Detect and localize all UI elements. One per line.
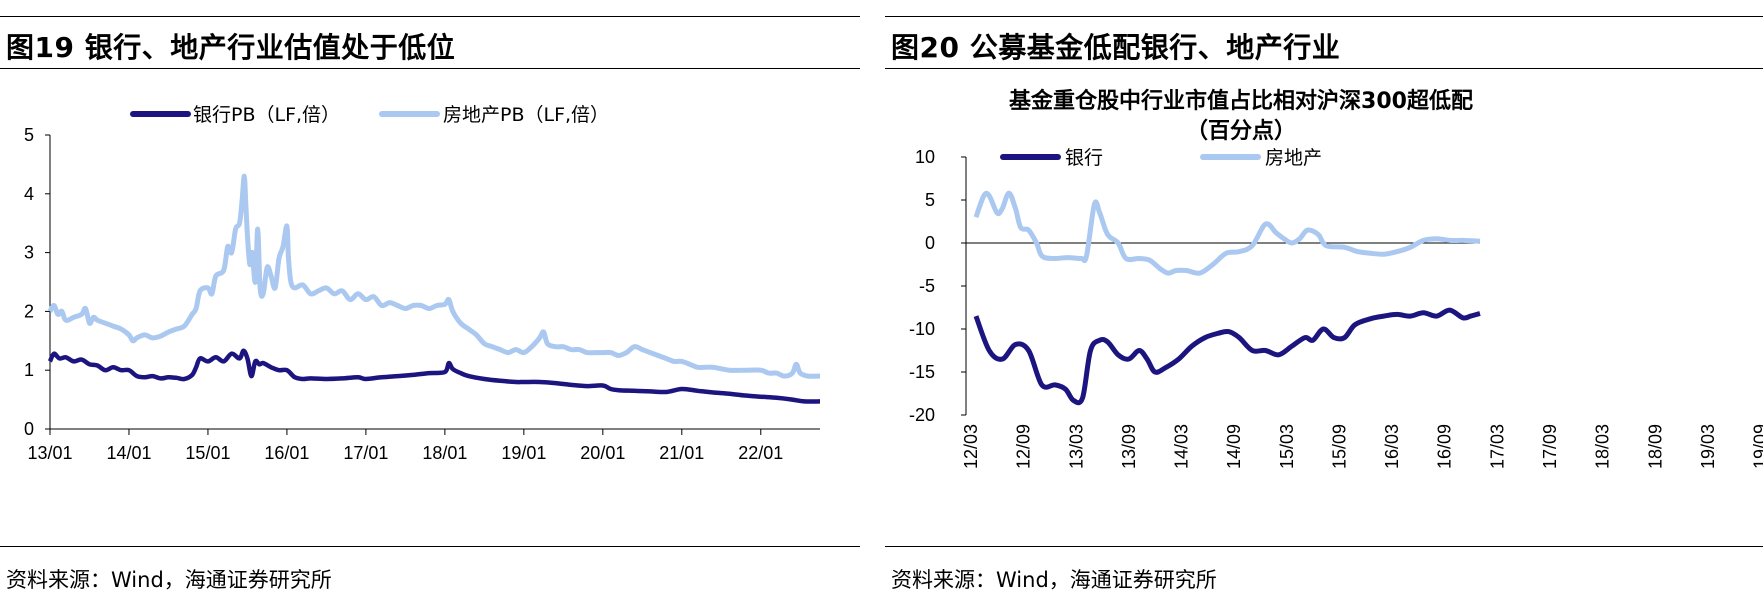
pb-line-chart: 0 1 2 3 4 5 13/01 14/01 15/01 16/01 17/01 18/01 19/0… xyxy=(24,104,821,463)
figure-title: 图20 公募基金低配银行、地产行业 xyxy=(891,31,1341,64)
series-line-bank xyxy=(973,307,1481,406)
y-tick-label: 5 xyxy=(24,125,34,145)
series-line-bank xyxy=(47,348,821,404)
y-tick-label: -15 xyxy=(909,362,935,382)
x-tick-label: 12/09 xyxy=(1014,424,1034,469)
chart-subtitle: （百分点） xyxy=(1186,118,1296,144)
x-tick-label: 19/01 xyxy=(501,443,546,463)
bottom-rule xyxy=(885,546,1763,547)
x-tick-label: 18/09 xyxy=(1645,424,1665,469)
y-tick-label: 0 xyxy=(24,419,34,439)
y-tick-label: -20 xyxy=(909,405,935,425)
series-line-realestate xyxy=(973,190,1481,276)
legend-label-realestate: 房地产 xyxy=(1265,147,1322,169)
x-tick-label: 13/09 xyxy=(1119,424,1139,469)
x-tick-label: 19/03 xyxy=(1698,424,1718,469)
legend-label-bank: 银行 xyxy=(1065,147,1103,169)
title-rule xyxy=(0,68,860,69)
x-tick-label: 18/03 xyxy=(1593,424,1613,469)
y-tick-label: 0 xyxy=(925,233,935,253)
left-figure-panel: 图19 银行、地产行业估值处于低位 0 1 2 3 4 5 13/01 14/01 15/01 1… xyxy=(0,0,860,606)
x-tick-label: 13/03 xyxy=(1066,424,1086,469)
allocation-line-chart: 基金重仓股中行业市值占比相对沪深300超低配 （百分点） 10 5 0 -5 -10 -15 -… xyxy=(909,88,1763,469)
x-tick-label: 14/09 xyxy=(1224,424,1244,469)
x-tick-label: 17/01 xyxy=(343,443,388,463)
x-tick-label: 21/01 xyxy=(659,443,704,463)
y-tick-label: -10 xyxy=(909,319,935,339)
x-tick-label: 20/01 xyxy=(580,443,625,463)
bottom-rule xyxy=(0,546,860,547)
x-tick-label: 14/01 xyxy=(106,443,151,463)
y-tick-label: 1 xyxy=(24,360,34,380)
x-tick-label: 16/03 xyxy=(1382,424,1402,469)
x-tick-label: 17/09 xyxy=(1540,424,1560,469)
y-tick-label: -5 xyxy=(919,276,935,296)
y-tick-label: 2 xyxy=(24,301,34,321)
chart-title: 基金重仓股中行业市值占比相对沪深300超低配 xyxy=(1009,88,1473,114)
x-tick-label: 16/01 xyxy=(264,443,309,463)
x-tick-label: 15/01 xyxy=(185,443,230,463)
figure-title: 图19 银行、地产行业估值处于低位 xyxy=(6,31,456,64)
title-rule xyxy=(885,68,1763,69)
top-rule xyxy=(885,16,1763,17)
x-tick-label: 16/09 xyxy=(1435,424,1455,469)
legend-label-bank: 银行PB（LF,倍） xyxy=(193,104,340,126)
y-tick-label: 4 xyxy=(24,184,34,204)
y-tick-label: 3 xyxy=(24,243,34,263)
x-tick-label: 18/01 xyxy=(422,443,467,463)
x-tick-label: 13/01 xyxy=(27,443,72,463)
y-tick-label: 5 xyxy=(925,190,935,210)
x-tick-label: 15/03 xyxy=(1277,424,1297,469)
x-tick-label: 15/09 xyxy=(1329,424,1349,469)
x-tick-label: 14/03 xyxy=(1172,424,1192,469)
series-line-realestate xyxy=(47,173,821,379)
legend-label-realestate: 房地产PB（LF,倍） xyxy=(443,104,609,126)
x-tick-label: 22/01 xyxy=(738,443,783,463)
right-figure-panel: 图20 公募基金低配银行、地产行业 基金重仓股中行业市值占比相对沪深300超低配… xyxy=(885,0,1763,606)
source-note: 资料来源：Wind，海通证券研究所 xyxy=(891,568,1217,592)
source-note: 资料来源：Wind，海通证券研究所 xyxy=(6,568,332,592)
x-tick-label: 17/03 xyxy=(1487,424,1507,469)
y-tick-label: 10 xyxy=(915,147,935,167)
x-tick-label: 12/03 xyxy=(961,424,981,469)
top-rule xyxy=(0,16,860,17)
x-tick-label: 19/09 xyxy=(1751,424,1763,469)
